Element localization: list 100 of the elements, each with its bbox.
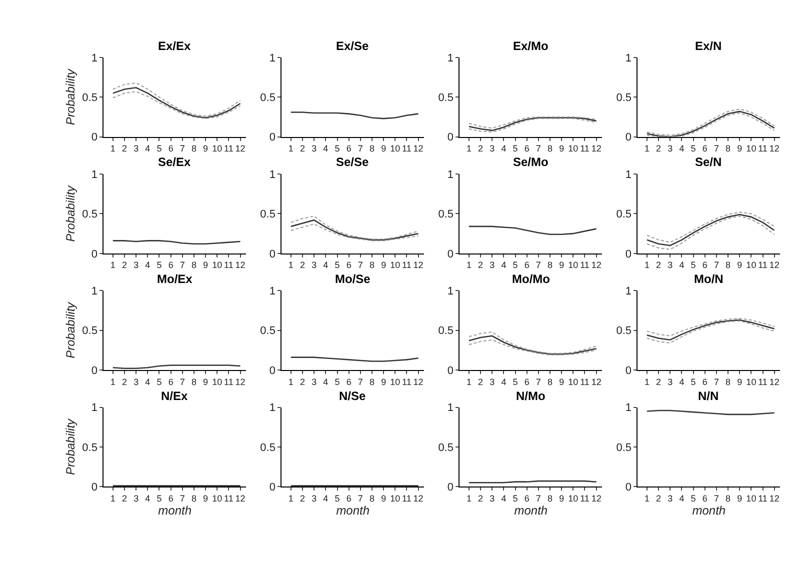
y-tick-label: 0 [447, 364, 454, 377]
x-tick-label: 7 [180, 144, 185, 154]
x-tick-label: 10 [212, 493, 222, 504]
x-tick-label: 11 [224, 260, 234, 270]
x-tick-label: 3 [134, 144, 139, 154]
x-tick-label: 6 [702, 493, 708, 504]
x-tick-label: 9 [381, 493, 386, 504]
x-tick-label: 11 [758, 376, 768, 387]
x-tick-label: 10 [568, 376, 578, 387]
x-tick-label: 7 [714, 260, 719, 270]
chart-title: N/Ex [161, 389, 188, 403]
x-tick-label: 6 [524, 376, 530, 387]
x-tick-label: 8 [191, 260, 196, 270]
x-tick-label: 2 [656, 144, 662, 154]
y-tick-label: 1 [91, 168, 98, 181]
y-tick-label: 1 [625, 402, 632, 414]
x-tick-label: 12 [413, 144, 424, 154]
x-tick-label: 4 [501, 493, 506, 504]
x-tick-label: 5 [334, 493, 340, 504]
x-tick-label: 12 [591, 376, 602, 387]
chart-title: Se/Mo [513, 155, 548, 169]
chart-title: Se/Ex [158, 155, 192, 169]
x-tick-label: 3 [668, 260, 673, 270]
y-tick-label: 0 [447, 248, 454, 260]
y-tick-label: 0.5 [260, 92, 276, 104]
line-series [468, 335, 597, 355]
x-tick-label: 7 [358, 493, 363, 504]
y-tick-label: 0.5 [260, 442, 276, 454]
x-tick-label: 4 [145, 144, 150, 154]
x-tick-label: 3 [490, 493, 495, 504]
x-tick-label: 1 [644, 260, 650, 270]
chart-title: Mo/Ex [157, 272, 193, 286]
y-axis-title: Probability [63, 418, 78, 475]
x-tick-label: 6 [524, 260, 530, 270]
x-tick-label: 9 [559, 493, 564, 504]
x-tick-label: 2 [478, 260, 484, 270]
x-tick-label: 8 [547, 260, 553, 270]
x-tick-label: 6 [524, 144, 530, 154]
y-tick-label: 0.5 [82, 325, 98, 338]
y-tick-label: 0 [625, 132, 632, 144]
x-tick-label: 5 [156, 260, 162, 270]
x-tick-label: 12 [769, 376, 780, 387]
x-tick-label: 8 [726, 144, 731, 154]
line-series [290, 219, 419, 241]
x-tick-label: 9 [737, 493, 742, 504]
x-tick-label: 5 [512, 493, 518, 504]
y-tick-label: 0 [625, 248, 632, 260]
x-tick-label: 3 [490, 376, 495, 387]
x-tick-label: 9 [559, 376, 564, 387]
y-tick-label: 1 [269, 52, 276, 64]
x-tick-label: 6 [702, 376, 708, 387]
x-tick-label: 12 [413, 376, 424, 387]
x-tick-label: 4 [679, 493, 684, 504]
x-tick-label: 11 [758, 144, 768, 154]
y-tick-label: 0.5 [616, 325, 632, 338]
x-tick-label: 5 [512, 144, 518, 154]
x-tick-label: 7 [536, 144, 541, 154]
x-tick-label: 6 [168, 376, 174, 387]
x-tick-label: 2 [122, 260, 127, 270]
x-tick-label: 7 [536, 260, 541, 270]
x-tick-label: 6 [346, 493, 352, 504]
x-tick-label: 1 [288, 144, 294, 154]
x-tick-label: 4 [145, 260, 150, 270]
x-tick-label: 4 [323, 260, 328, 270]
x-tick-label: 8 [369, 260, 374, 270]
x-tick-label: 11 [402, 493, 412, 504]
y-tick-label: 0 [91, 481, 98, 494]
x-tick-label: 1 [466, 376, 472, 387]
x-tick-label: 4 [501, 376, 506, 387]
x-tick-label: 1 [644, 144, 650, 154]
x-tick-label: 3 [490, 260, 495, 270]
y-tick-label: 1 [269, 286, 276, 298]
x-tick-label: 11 [580, 144, 590, 154]
x-tick-label: 7 [536, 493, 541, 504]
y-tick-label: 0.5 [82, 208, 98, 221]
chart-title: Ex/N [695, 39, 722, 53]
chart-title: Se/Se [336, 155, 370, 169]
x-tick-label: 8 [726, 376, 731, 387]
x-tick-label: 5 [156, 144, 162, 154]
x-tick-label: 8 [191, 144, 196, 154]
x-tick-label: 3 [668, 144, 673, 154]
x-tick-label: 10 [746, 144, 756, 154]
x-tick-label: 6 [346, 260, 352, 270]
x-tick-label: 3 [134, 493, 139, 504]
x-tick-label: 10 [390, 493, 400, 504]
x-tick-label: 10 [212, 376, 222, 387]
x-tick-label: 5 [690, 493, 696, 504]
y-tick-label: 1 [625, 52, 632, 64]
y-tick-label: 0.5 [616, 442, 632, 454]
x-tick-label: 7 [536, 376, 541, 387]
x-tick-label: 1 [110, 260, 116, 270]
y-tick-label: 1 [91, 52, 98, 64]
x-tick-label: 4 [145, 493, 150, 504]
x-tick-label: 7 [358, 260, 363, 270]
x-tick-label: 5 [334, 260, 340, 270]
x-tick-label: 2 [478, 493, 484, 504]
x-tick-label: 11 [402, 144, 412, 154]
x-tick-label: 1 [110, 144, 116, 154]
chart-title: Mo/N [694, 272, 724, 286]
x-tick-label: 6 [168, 260, 174, 270]
